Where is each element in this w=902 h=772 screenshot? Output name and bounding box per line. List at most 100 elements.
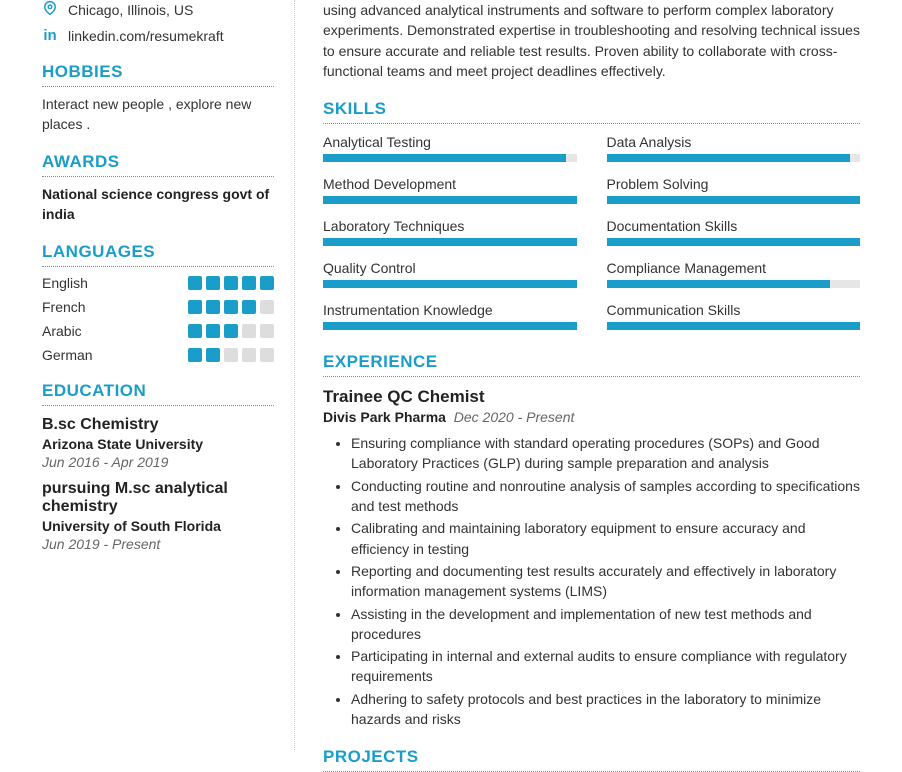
main-column: using advanced analytical instruments an… [295,0,902,750]
level-dot [242,300,256,314]
language-name: French [42,299,86,315]
skill-name: Compliance Management [607,260,861,276]
skill-name: Quality Control [323,260,577,276]
skill-bar-fill [607,154,850,162]
skill-bar-fill [323,154,566,162]
level-dot [224,300,238,314]
level-dot [188,324,202,338]
experience-heading: EXPERIENCE [323,352,860,377]
education-item: B.sc ChemistryArizona State UniversityJu… [42,416,274,470]
education-dates: Jun 2016 - Apr 2019 [42,454,274,470]
skill-bar [323,322,577,330]
education-item: pursuing M.sc analytical chemistry Univer… [42,480,274,552]
level-dot [242,324,256,338]
skill-name: Communication Skills [607,302,861,318]
sidebar: Chicago, Illinois, US in linkedin.com/re… [0,0,295,750]
skill-bar-fill [607,280,830,288]
contact-location: Chicago, Illinois, US [42,0,274,19]
education-degree: pursuing M.sc analytical chemistry [42,480,274,516]
skill-bar [607,196,861,204]
experience-bullet: Participating in internal and external a… [351,646,860,687]
language-name: German [42,347,93,363]
level-dot [188,348,202,362]
resume-page: Chicago, Illinois, US in linkedin.com/re… [0,0,902,750]
experience-bullet: Conducting routine and nonroutine analys… [351,476,860,517]
skill-item: Communication Skills [607,302,861,330]
skill-bar-fill [323,322,577,330]
level-dot [260,300,274,314]
language-row: English [42,275,274,291]
language-level-dots [188,300,274,314]
skills-heading: SKILLS [323,99,860,124]
level-dot [206,276,220,290]
level-dot [260,348,274,362]
level-dot [224,348,238,362]
skill-bar [607,322,861,330]
linkedin-text: linkedin.com/resumekraft [68,28,224,44]
level-dot [260,276,274,290]
level-dot [242,348,256,362]
skill-bar-fill [607,238,861,246]
hobbies-text: Interact new people , explore new places… [42,95,274,134]
skill-item: Quality Control [323,260,577,288]
education-school: University of South Florida [42,518,274,534]
skill-item: Instrumentation Knowledge [323,302,577,330]
level-dot [260,324,274,338]
awards-heading: AWARDS [42,152,274,177]
skill-bar-fill [323,238,577,246]
experience-subline: Divis Park Pharma Dec 2020 - Present [323,409,860,425]
level-dot [188,300,202,314]
awards-list: National science congress govt of india [42,185,274,224]
level-dot [224,276,238,290]
level-dot [206,300,220,314]
skill-item: Data Analysis [607,134,861,162]
skill-bar [323,196,577,204]
skill-bar [323,154,577,162]
languages-heading: LANGUAGES [42,242,274,267]
summary-text: using advanced analytical instruments an… [323,0,860,81]
contact-linkedin: in linkedin.com/resumekraft [42,27,274,44]
language-level-dots [188,324,274,338]
skill-name: Laboratory Techniques [323,218,577,234]
level-dot [188,276,202,290]
skill-bar-fill [607,322,861,330]
award-item: National science congress govt of india [42,185,274,224]
level-dot [206,324,220,338]
skill-item: Laboratory Techniques [323,218,577,246]
experience-bullet: Ensuring compliance with standard operat… [351,433,860,474]
skill-bar [607,154,861,162]
skill-name: Instrumentation Knowledge [323,302,577,318]
skill-name: Documentation Skills [607,218,861,234]
language-row: French [42,299,274,315]
experience-bullet: Calibrating and maintaining laboratory e… [351,518,860,559]
level-dot [206,348,220,362]
education-list: B.sc ChemistryArizona State UniversityJu… [42,416,274,552]
skill-item: Compliance Management [607,260,861,288]
linkedin-icon: in [42,27,58,44]
skill-name: Analytical Testing [323,134,577,150]
skill-name: Method Development [323,176,577,192]
experience-bullets: Ensuring compliance with standard operat… [323,433,860,729]
skill-item: Method Development [323,176,577,204]
language-level-dots [188,348,274,362]
language-level-dots [188,276,274,290]
experience-bullet: Reporting and documenting test results a… [351,561,860,602]
skill-bar [607,238,861,246]
location-text: Chicago, Illinois, US [68,2,193,18]
skill-item: Documentation Skills [607,218,861,246]
experience-title: Trainee QC Chemist [323,387,860,407]
language-name: English [42,275,88,291]
level-dot [242,276,256,290]
hobbies-heading: HOBBIES [42,62,274,87]
skill-name: Data Analysis [607,134,861,150]
skill-item: Analytical Testing [323,134,577,162]
skill-bar-fill [607,196,861,204]
skill-bar-fill [323,280,577,288]
skill-item: Problem Solving [607,176,861,204]
skill-bar [323,238,577,246]
skill-bar-fill [323,196,577,204]
location-icon [42,0,58,19]
experience-company: Divis Park Pharma [323,409,446,425]
experience-bullet: Adhering to safety protocols and best pr… [351,689,860,730]
skill-bar [323,280,577,288]
